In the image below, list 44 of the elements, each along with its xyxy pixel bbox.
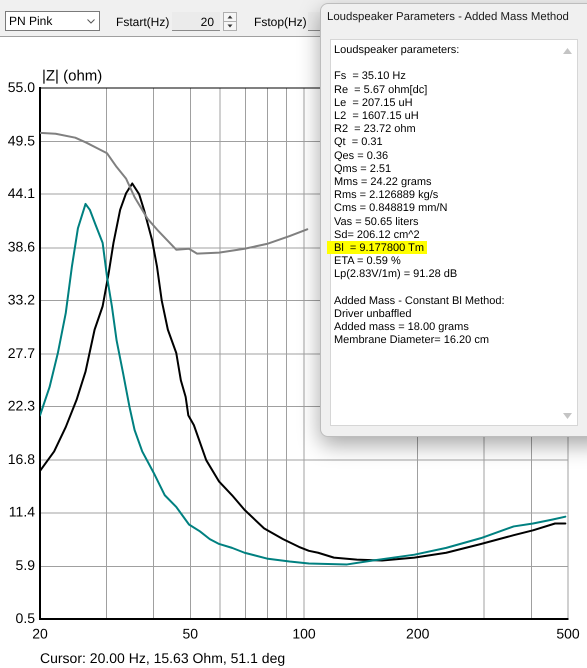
y-tick-label: 55.0 (8, 78, 36, 95)
text: Fs = 35.10 Hz (334, 70, 406, 83)
annotation: Mms = 24.22 grams (334, 176, 432, 188)
y-tick-label: 11.4 (8, 504, 36, 520)
annotation: Re = 5.67 ohm[dc] (334, 84, 428, 96)
y-tick-label: 33.2 (8, 291, 36, 308)
annotation: Lp(2.83V/1m) = 91.28 dB (334, 268, 458, 281)
annotation: ETA = 0.59 % (334, 255, 401, 268)
text: Fstop(Hz) (254, 15, 307, 29)
y-axis-title: |Z| (ohm) (42, 68, 102, 85)
text: Loudspeaker Parameters - Added Mass Method (327, 11, 569, 24)
annotation: Added Mass - Constant Bl Method: (334, 294, 505, 307)
annotation: Membrane Diameter= 16.20 cm (334, 334, 489, 347)
y-tick-label: 49.5 (8, 132, 36, 148)
y-tick-label: 27.7 (8, 344, 36, 361)
x-tick-label: 100 (292, 625, 316, 642)
x-tick-label: 50 (182, 625, 198, 642)
y-tick-label: 16.8 (8, 451, 36, 468)
text: Fstart(Hz) (116, 15, 170, 29)
text: 20 (200, 15, 214, 29)
text: Loudspeaker parameters: (334, 44, 460, 56)
annotation: Bl = 9.177800 Tm (334, 242, 424, 254)
annotation: Cms = 0.848819 mm/N (334, 202, 448, 215)
y-tick-label: 38.6 (8, 238, 36, 255)
annotation: Vas = 50.65 liters (334, 216, 418, 228)
annotation: L2 = 1607.15 uH (334, 110, 419, 122)
x-tick-label: 500 (556, 625, 580, 642)
y-tick-label: 22.3 (8, 397, 36, 414)
y-tick-label: 5.9 (16, 557, 36, 574)
x-tick-label: 20 (32, 625, 48, 642)
annotation: R2 = 23.72 ohm (334, 123, 416, 136)
annotation: Qms = 2.51 (334, 162, 392, 175)
y-tick-label: 0.5 (16, 610, 36, 626)
annotation: Sd= 206.12 cm^2 (334, 228, 420, 241)
y-tick-label: 44.1 (8, 185, 36, 202)
annotation: Le = 207.15 uH (334, 96, 413, 109)
annotation: Qt = 0.31 (334, 136, 383, 149)
annotation: Added mass = 18.00 grams (334, 321, 469, 334)
annotation: Rms = 2.126889 kg/s (334, 189, 438, 202)
x-tick-label: 200 (406, 625, 430, 642)
text: PN Pink (9, 14, 52, 28)
annotation: Qes = 0.36 (334, 150, 388, 162)
text: Cursor: 20.00 Hz, 15.63 Ohm, 51.1 deg (40, 650, 286, 666)
annotation: Driver unbaffled (334, 308, 412, 320)
